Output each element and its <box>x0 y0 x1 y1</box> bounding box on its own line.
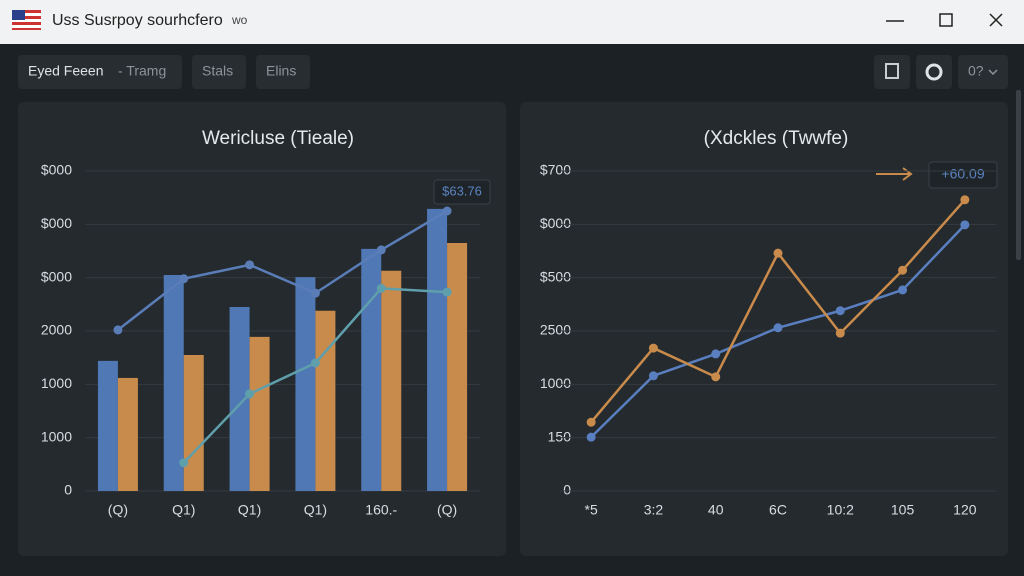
point <box>310 358 320 368</box>
y-tick-label: $000 <box>41 268 72 284</box>
y-tick-label: 1000 <box>41 428 72 444</box>
x-tick-label: 40 <box>708 502 724 518</box>
point <box>898 265 908 275</box>
bar <box>229 307 250 491</box>
point <box>586 417 596 427</box>
point <box>179 458 189 468</box>
y-tick-label: 2500 <box>540 322 571 338</box>
icon-button[interactable] <box>916 55 952 89</box>
close-button[interactable] <box>989 13 1003 27</box>
menu-label: 0? <box>968 63 984 79</box>
point <box>835 328 845 338</box>
point <box>376 283 386 293</box>
y-tick-label: 0 <box>64 482 72 498</box>
x-tick-label: (Q) <box>108 502 128 518</box>
point <box>442 287 452 297</box>
window-title: Uss Susrpoy sourhcfero <box>52 12 223 29</box>
point <box>113 325 123 335</box>
y-tick-label: 1000 <box>540 375 571 391</box>
x-tick-label: 10:2 <box>827 502 854 518</box>
point <box>586 432 596 442</box>
x-tick-label: 160.- <box>365 502 397 518</box>
bar <box>163 275 184 491</box>
tab-label: Elins <box>266 63 296 79</box>
y-tick-label: $700 <box>540 162 571 178</box>
annotation-box <box>433 179 491 205</box>
bar <box>381 270 402 491</box>
bar <box>427 208 448 491</box>
window-subtitle: wo <box>231 13 248 27</box>
plots: 0 1000 1000 2000 $000 $000 $000 (Q) Q1) Q1) Q1) 160… <box>41 162 996 518</box>
x-tick-label: Q1) <box>172 502 195 518</box>
tab-label: - Tramg <box>118 63 166 79</box>
point <box>310 288 320 298</box>
chart-panel <box>520 102 1008 556</box>
icon <box>925 63 943 81</box>
point <box>245 389 255 399</box>
scrollbar <box>1016 90 1021 260</box>
x-tick-label: 105 <box>891 502 915 518</box>
icon-button[interactable] <box>874 55 910 89</box>
annotation: +60.09 <box>941 166 984 182</box>
y-tick-label: $500 <box>540 268 571 284</box>
tab[interactable] <box>18 55 182 89</box>
x-tick-label: Q1) <box>238 502 261 518</box>
point <box>835 306 845 316</box>
x-tick-label: (Q) <box>437 502 457 518</box>
y-tick-label: 1000 <box>41 375 72 391</box>
x-tick-label: *5 <box>585 502 598 518</box>
x-tick-label: Q1) <box>304 502 327 518</box>
menu-caret <box>988 69 998 76</box>
x-tick-label: 3:2 <box>644 502 664 518</box>
tab-label: Eyed Feeen <box>28 63 104 79</box>
x-tick-label: 6C <box>769 502 787 518</box>
point <box>711 372 721 382</box>
bar <box>295 277 316 491</box>
tab-label: Stals <box>202 63 233 79</box>
bar <box>249 336 270 491</box>
line <box>117 209 448 331</box>
chart-title: (Xdckles (Twwfe) <box>704 128 849 149</box>
annotation-arrow <box>876 167 913 181</box>
y-tick-label: 2000 <box>41 322 72 338</box>
title-bar <box>0 0 1024 44</box>
bar <box>183 355 204 491</box>
y-tick-label: 150 <box>548 428 572 444</box>
bar <box>117 377 138 491</box>
point <box>179 274 189 284</box>
y-tick-label: $000 <box>41 162 72 178</box>
annotation: $63.76 <box>442 183 482 198</box>
point <box>648 371 658 381</box>
point <box>773 323 783 333</box>
point <box>960 195 970 205</box>
maximize-button[interactable] <box>939 13 953 27</box>
x-tick-label: 120 <box>953 502 977 518</box>
y-tick-label: 0 <box>563 482 571 498</box>
point <box>960 220 970 230</box>
chart-title: Wericluse (Tieale) <box>202 128 354 149</box>
y-tick-label: $000 <box>41 215 72 231</box>
annotation-box <box>928 161 998 189</box>
point <box>245 260 255 270</box>
point <box>376 245 386 255</box>
icon <box>885 63 899 79</box>
point <box>442 206 452 216</box>
point <box>898 285 908 295</box>
tab[interactable] <box>192 55 246 89</box>
tab[interactable] <box>256 55 310 89</box>
flag-icon <box>12 10 41 30</box>
bar <box>447 243 468 491</box>
bar <box>361 248 382 491</box>
bar <box>97 360 118 491</box>
bar <box>315 310 336 491</box>
point <box>648 343 658 353</box>
menu-button[interactable] <box>958 55 1008 89</box>
y-tick-label: $000 <box>540 215 571 231</box>
point <box>773 248 783 258</box>
point <box>711 349 721 359</box>
